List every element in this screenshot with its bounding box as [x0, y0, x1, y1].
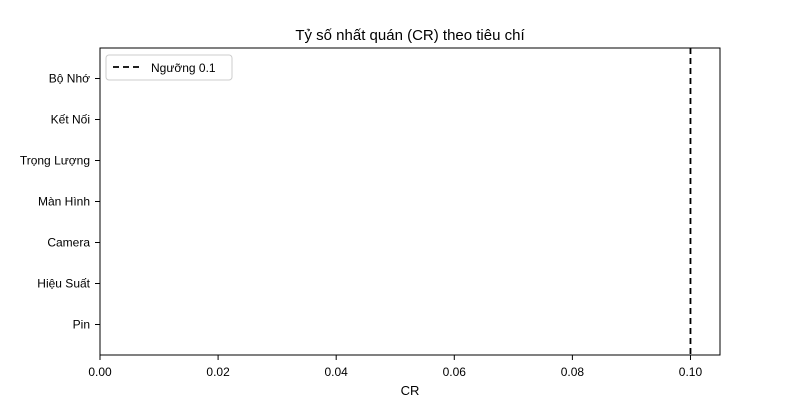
y-tick-label: Bộ Nhớ: [49, 72, 90, 86]
y-tick-label: Kết Nối: [51, 113, 90, 127]
x-tick-label: 0.08: [561, 365, 585, 379]
y-tick-label: Trọng Lượng: [20, 154, 90, 168]
x-tick-label: 0.04: [325, 365, 349, 379]
x-tick-label: 0.06: [443, 365, 467, 379]
x-tick-label: 0.02: [206, 365, 230, 379]
chart-title: Tỷ số nhất quán (CR) theo tiêu chí: [295, 27, 525, 44]
y-axis: Pin Hiệu Suất Camera Màn Hình Trọng Lượng Kết…: [20, 72, 100, 332]
x-tick-label: 0.00: [88, 365, 112, 379]
x-tick-label: 0.10: [679, 365, 703, 379]
y-tick-label: Màn Hình: [38, 195, 90, 209]
x-axis-label: CR: [401, 383, 420, 398]
legend: Ngưỡng 0.1: [105, 54, 233, 81]
x-axis: 0.00 0.02 0.04 0.06 0.08 0.10: [88, 355, 702, 379]
legend-box: [105, 54, 233, 81]
plot-area: [99, 47, 721, 356]
y-tick-label: Pin: [73, 318, 90, 332]
y-tick-label: Camera: [47, 236, 90, 250]
legend-label: Ngưỡng 0.1: [151, 61, 216, 75]
y-tick-label: Hiệu Suất: [37, 277, 90, 291]
